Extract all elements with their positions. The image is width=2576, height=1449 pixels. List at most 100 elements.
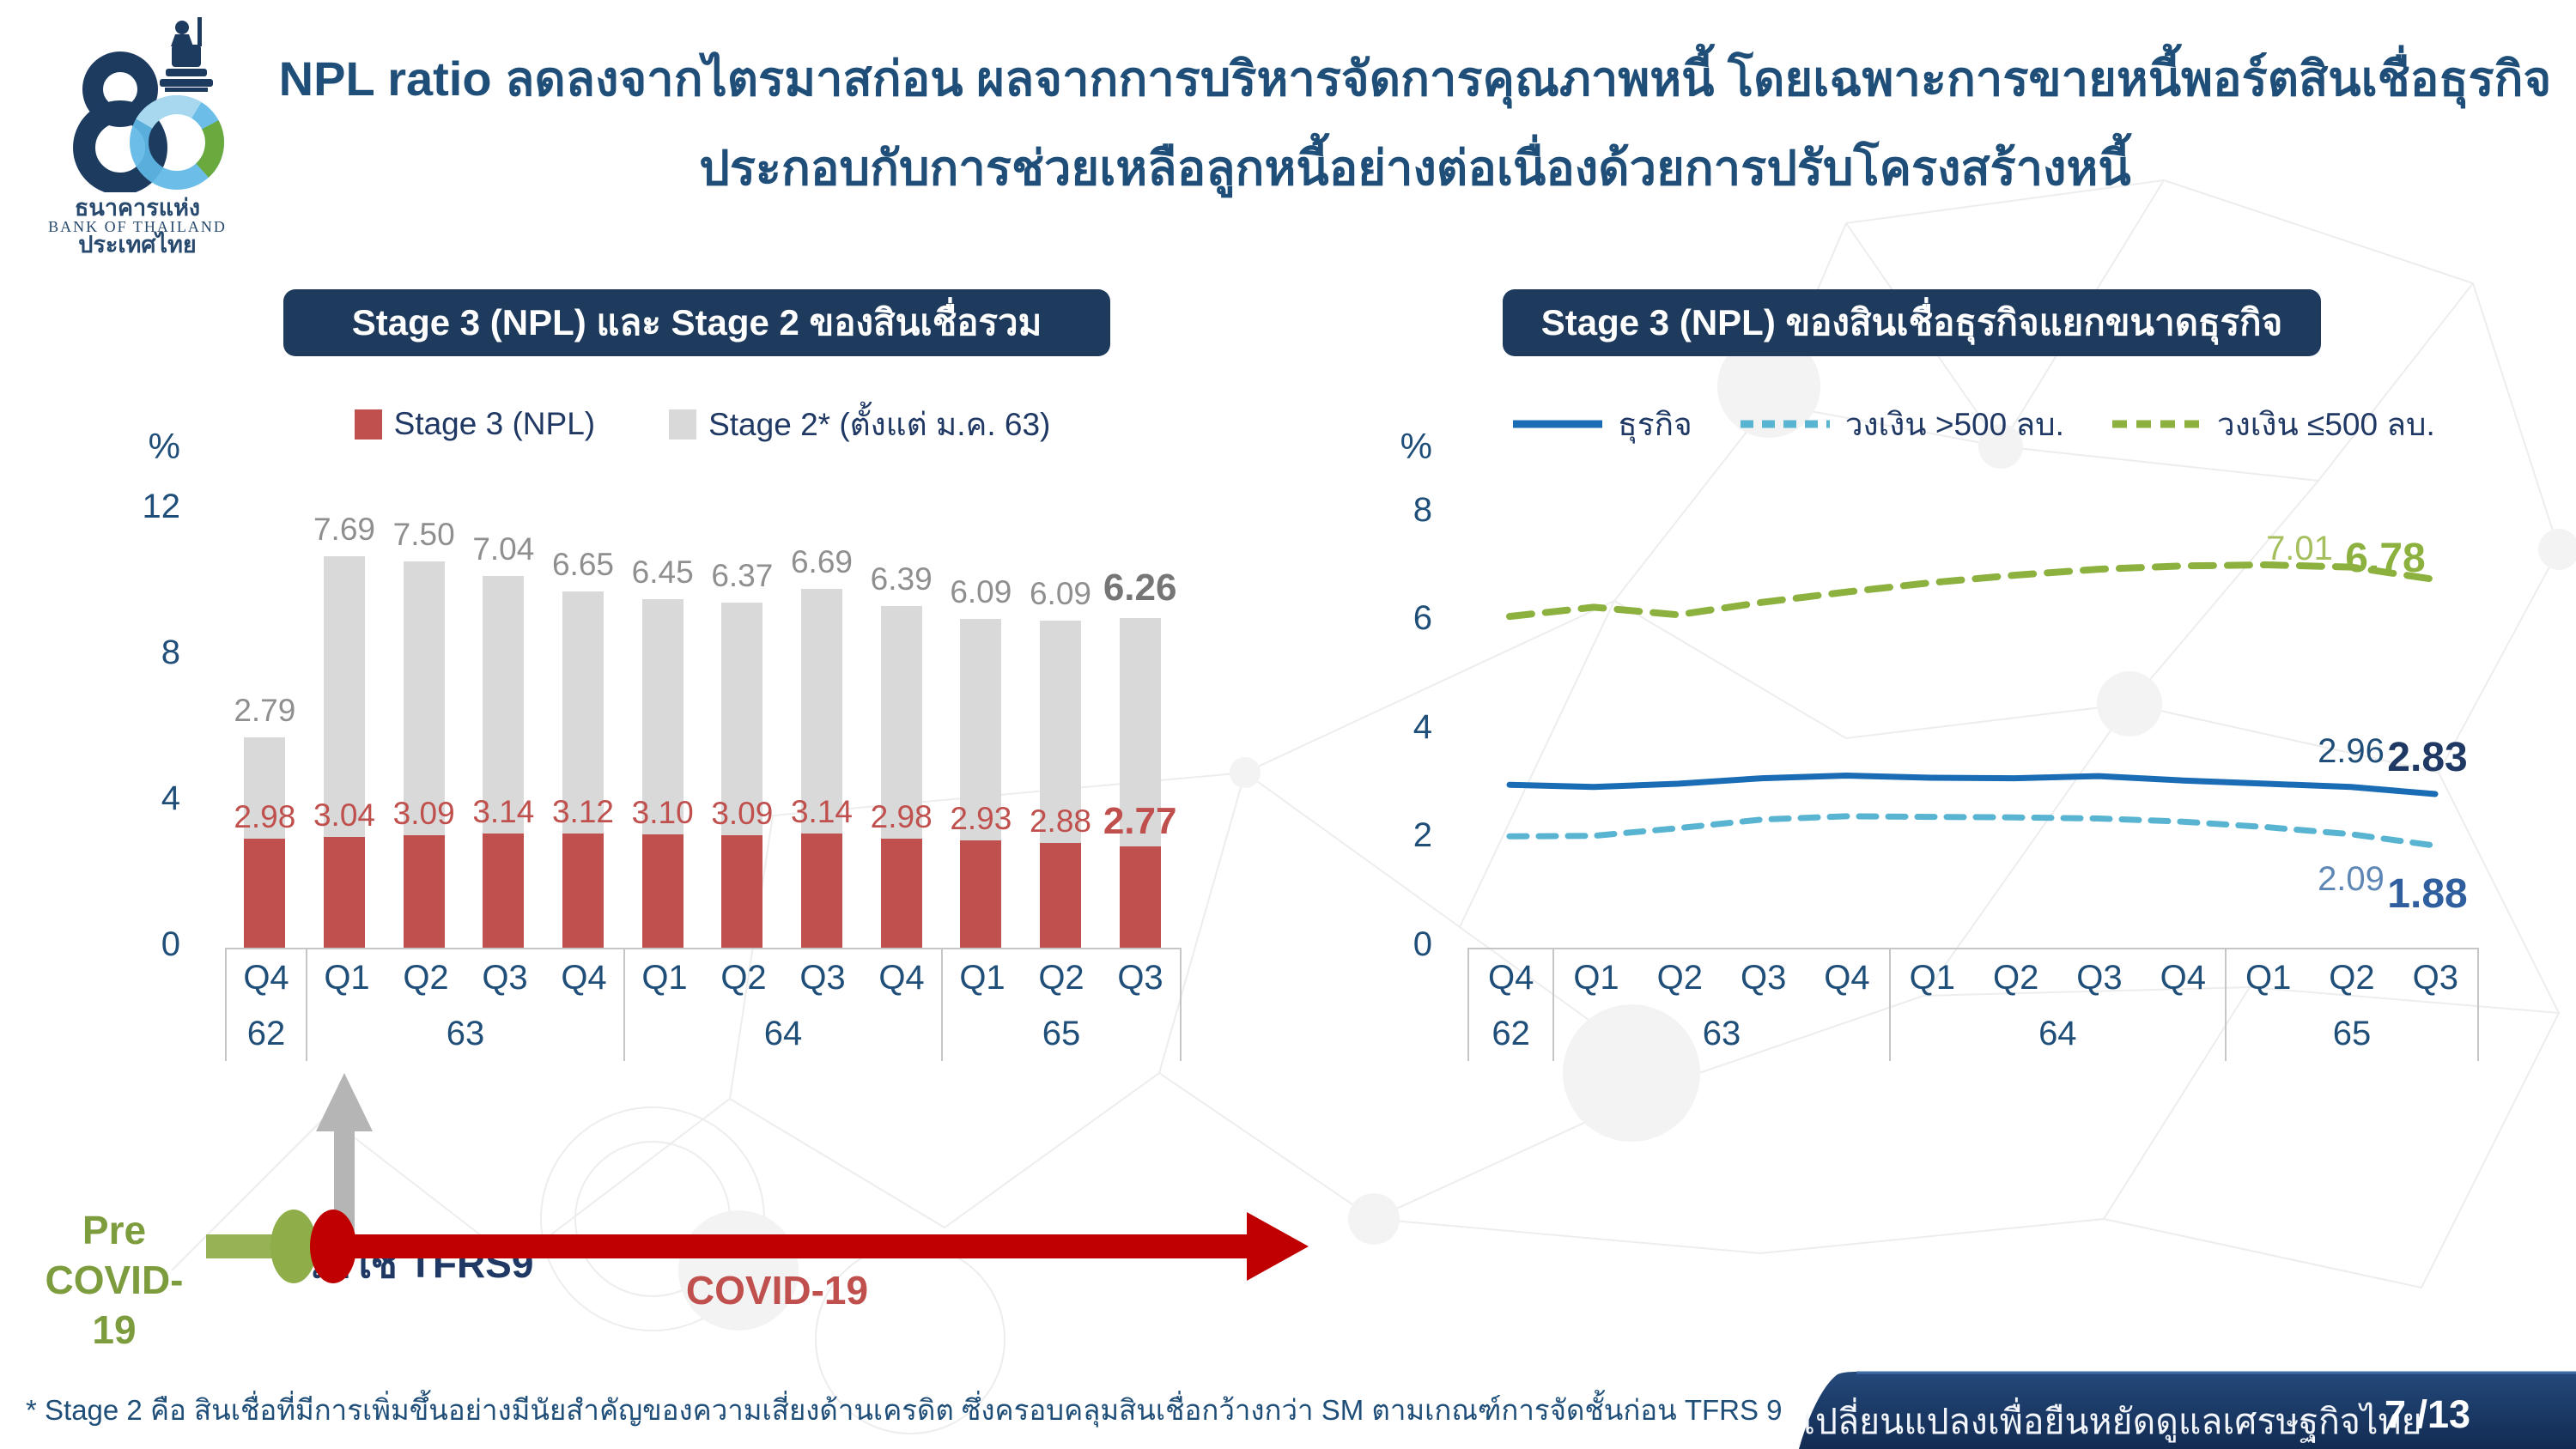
stage2-bar [801, 589, 842, 834]
stage3-bar [483, 833, 525, 948]
bot-emblem-icon [160, 17, 213, 92]
x-axis-year-group: Q4 62 [1469, 949, 1555, 1061]
x-axis-quarter-label: Q2 [1656, 958, 1703, 997]
stage2-color-swatch [669, 409, 697, 440]
stage2-bar [324, 556, 365, 837]
x-axis-quarter-label: Q2 [2329, 958, 2375, 997]
left-y-axis-tick-label: 12 [142, 488, 181, 525]
x-axis-quarter-label: Q3 [799, 958, 846, 997]
stage3-color-swatch [354, 409, 382, 440]
x-axis-quarter-label: Q3 [1117, 958, 1163, 997]
stage2-bar [562, 591, 604, 834]
over-500m-line [1506, 813, 2439, 849]
x-axis-quarter-label: Q2 [1992, 958, 2039, 997]
legend-label-under-500m: วงเงิน ≤500 ลบ. [2216, 406, 2435, 442]
legend-label-stage3: Stage 3 (NPL) [393, 406, 596, 441]
x-axis-quarter-label: Q4 [2160, 958, 2206, 997]
x-axis-quarter-label: Q1 [1909, 958, 1955, 997]
stage2-value-label: 7.69 [313, 511, 375, 547]
x-axis-quarter-label: Q4 [1487, 958, 1534, 997]
x-axis-year-group: Q1 Q2 Q3 Q4 63 [307, 949, 625, 1061]
slide-title: NPL ratio ลดลงจากไตรมาสก่อน ผลจากการบริห… [266, 34, 2564, 213]
line-value-label: 2.83 [2387, 734, 2468, 780]
bot-logo: ธนาคารแห่งประเทศไทย BANK OF THAILAND [34, 12, 240, 270]
x-axis-year-group: Q4 62 [227, 949, 307, 1061]
line-value-label: 6.78 [2345, 536, 2426, 582]
stage2-value-label: 6.26 [1103, 567, 1177, 609]
stage3-value-label: 2.77 [1103, 800, 1177, 843]
stage2-bar [721, 602, 763, 835]
legend-item-stage2: Stage 2* (ตั้งแต่ ม.ค. 63) [669, 399, 1050, 450]
footer-bar [1799, 1371, 2576, 1449]
stage3-bar [1119, 846, 1161, 948]
stage2-bar [244, 737, 286, 840]
stage2-value-label: 7.50 [392, 516, 455, 552]
x-axis-year-label: 62 [246, 1014, 286, 1052]
stage3-value-label: 2.98 [234, 799, 296, 835]
stage3-bar [403, 834, 445, 948]
stage2-value-label: 6.65 [551, 546, 614, 582]
x-axis-year-label: 65 [1042, 1014, 1081, 1052]
stage3-value-label: 2.93 [950, 801, 1012, 837]
line-value-label: 2.09 [2318, 859, 2385, 898]
left-y-axis-unit: % [148, 426, 180, 466]
x-axis-quarter-label: Q4 [243, 958, 289, 997]
left-y-axis-tick-label: 4 [161, 779, 180, 817]
covid-arrow-head-icon [1247, 1212, 1309, 1281]
x-axis-quarter-label: Q4 [561, 958, 607, 997]
line-value-label: 1.88 [2387, 871, 2468, 918]
x-axis-quarter-label: Q1 [959, 958, 1005, 997]
x-axis-quarter-label: Q1 [324, 958, 370, 997]
x-axis-year-group: Q1 Q2 Q3 Q4 64 [625, 949, 943, 1061]
business-loans-line-chart [1467, 481, 2477, 948]
pre-covid-dot-icon [270, 1210, 317, 1283]
stage3-value-label: 3.04 [313, 797, 375, 833]
business-line [1506, 773, 2439, 797]
x-axis-year-label: 62 [1492, 1014, 1530, 1052]
legend-item-stage3: Stage 3 (NPL) [354, 406, 596, 442]
line-chart-canvas [1506, 561, 2439, 849]
stage3-value-label: 3.10 [631, 795, 694, 831]
slide-title-line2: ประกอบกับการช่วยเหลือลูกหนี้อย่างต่อเนื่… [699, 141, 2131, 195]
x-axis-quarter-label: Q3 [2412, 958, 2458, 997]
right-chart-x-axis: Q4 62 Q1 Q2 Q3 Q4 63 Q1 Q2 Q3 Q4 64 Q1 Q2 Q3 65 [1467, 948, 2479, 1061]
covid-arrow-shaft [343, 1234, 1247, 1258]
stage2-bar [403, 561, 445, 835]
logo-digit-0 [130, 95, 224, 190]
left-y-axis-tick-label: 8 [161, 634, 180, 671]
pre-covid-line1: Pre [82, 1208, 147, 1252]
x-axis-quarter-label: Q3 [2076, 958, 2123, 997]
total-loans-stacked-bar-chart: 2.98 2.79 3.04 7.69 3.09 7.50 3.14 7.04 3.12 6.65… [225, 481, 1180, 948]
legend-label-stage2: Stage 2* (ตั้งแต่ ม.ค. 63) [708, 406, 1051, 442]
right-y-axis-tick-label: 4 [1413, 707, 1432, 746]
logo-english-name: BANK OF THAILAND [48, 218, 227, 235]
stage3-value-label: 2.98 [870, 799, 933, 835]
logo-thai-name: ธนาคารแห่งประเทศไทย [74, 195, 201, 258]
x-axis-year-label: 63 [446, 1014, 485, 1052]
legend-item-over-500m: วงเงิน >500 ลบ. [1737, 399, 2064, 450]
legend-label-over-500m: วงเงิน >500 ลบ. [1844, 406, 2064, 442]
stage2-bar [483, 576, 525, 834]
stage2-bar [1040, 620, 1081, 843]
stage2-value-label: 7.04 [472, 531, 535, 567]
stage2-value-label: 6.45 [631, 555, 694, 591]
left-chart-title: Stage 3 (NPL) และ Stage 2 ของสินเชื่อรวม [283, 289, 1110, 356]
x-axis-year-group: Q1 Q2 Q3 Q4 64 [1891, 949, 2227, 1061]
stage2-value-label: 6.37 [711, 557, 774, 593]
covid-label: COVID-19 [685, 1268, 869, 1313]
x-axis-quarter-label: Q1 [641, 958, 688, 997]
stage3-bar [641, 834, 683, 948]
x-axis-year-group: Q1 Q2 Q3 65 [943, 949, 1182, 1061]
bot-80th-logo-icon [73, 17, 224, 195]
stage3-value-label: 2.88 [1029, 803, 1091, 839]
stage2-value-label: 2.79 [234, 692, 296, 728]
pre-covid-segment [206, 1234, 275, 1258]
stage3-value-label: 3.14 [472, 793, 535, 829]
under-500m-line [1506, 561, 2439, 621]
x-axis-year-group: Q1 Q2 Q3 65 [2227, 949, 2479, 1061]
slide-title-line1: NPL ratio ลดลงจากไตรมาสก่อน ผลจากการบริห… [278, 52, 2552, 106]
stage3-value-label: 3.12 [551, 794, 614, 830]
x-axis-year-group: Q1 Q2 Q3 Q4 63 [1554, 949, 1891, 1061]
x-axis-quarter-label: Q4 [1824, 958, 1870, 997]
